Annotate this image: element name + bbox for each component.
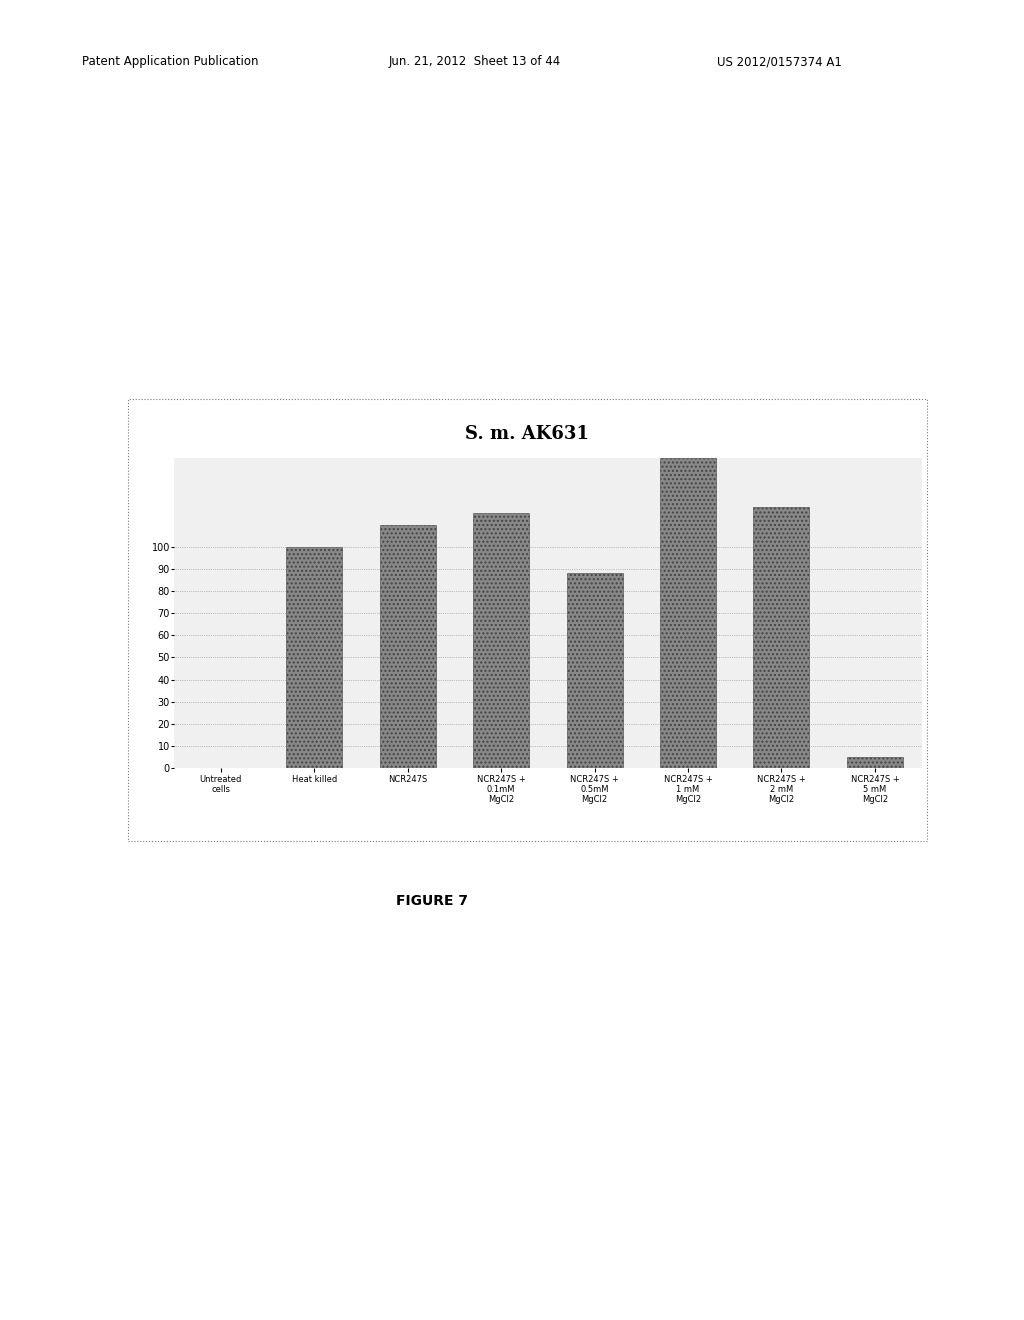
Text: US 2012/0157374 A1: US 2012/0157374 A1 xyxy=(717,55,842,69)
Text: FIGURE 7: FIGURE 7 xyxy=(395,894,468,908)
Bar xyxy=(473,513,529,768)
Bar xyxy=(659,458,716,768)
Bar xyxy=(380,524,435,768)
Bar xyxy=(847,758,903,768)
Bar xyxy=(754,507,809,768)
Text: Jun. 21, 2012  Sheet 13 of 44: Jun. 21, 2012 Sheet 13 of 44 xyxy=(389,55,561,69)
Text: S. m. AK631: S. m. AK631 xyxy=(466,425,589,444)
Text: Patent Application Publication: Patent Application Publication xyxy=(82,55,258,69)
Bar xyxy=(286,546,342,768)
Bar xyxy=(566,573,623,768)
